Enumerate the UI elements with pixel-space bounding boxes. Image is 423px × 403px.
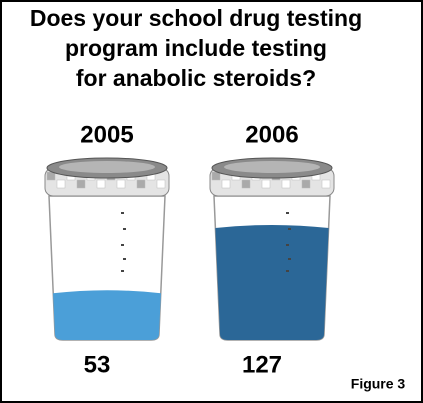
- lid-check: [116, 179, 126, 189]
- scale-dot: [123, 258, 126, 260]
- figure-label: Figure 3: [351, 376, 406, 392]
- lid-check: [46, 171, 56, 181]
- chart-title: Does your school drug testing: [30, 5, 362, 31]
- scale-dot: [121, 270, 124, 272]
- lid-check: [241, 179, 251, 189]
- scale-dot: [121, 244, 124, 246]
- lid-check: [156, 179, 166, 189]
- scale-dot: [123, 228, 126, 230]
- scale-dot: [286, 244, 289, 246]
- scale-dot: [286, 212, 289, 214]
- category-label: 2005: [80, 121, 133, 148]
- liquid: [53, 290, 161, 340]
- value-label: 53: [84, 351, 111, 378]
- lid-check: [321, 179, 331, 189]
- lid-check: [96, 179, 106, 189]
- scale-dot: [286, 270, 289, 272]
- lid-check: [211, 171, 221, 181]
- lid-check: [261, 179, 271, 189]
- scale-dot: [288, 228, 291, 230]
- liquid: [215, 225, 329, 340]
- lid-check: [301, 179, 311, 189]
- scale-dot: [121, 212, 124, 214]
- lid-check: [56, 179, 66, 189]
- lid-check: [281, 179, 291, 189]
- category-label: 2006: [245, 121, 298, 148]
- lid-check: [221, 179, 231, 189]
- chart-title: for anabolic steroids?: [76, 65, 316, 91]
- value-label: 127: [242, 351, 282, 378]
- chart-title: program include testing: [65, 35, 327, 61]
- lid-inner: [59, 161, 155, 173]
- lid-inner: [224, 161, 320, 173]
- lid-check: [136, 179, 146, 189]
- lid-check: [76, 179, 86, 189]
- scale-dot: [288, 258, 291, 260]
